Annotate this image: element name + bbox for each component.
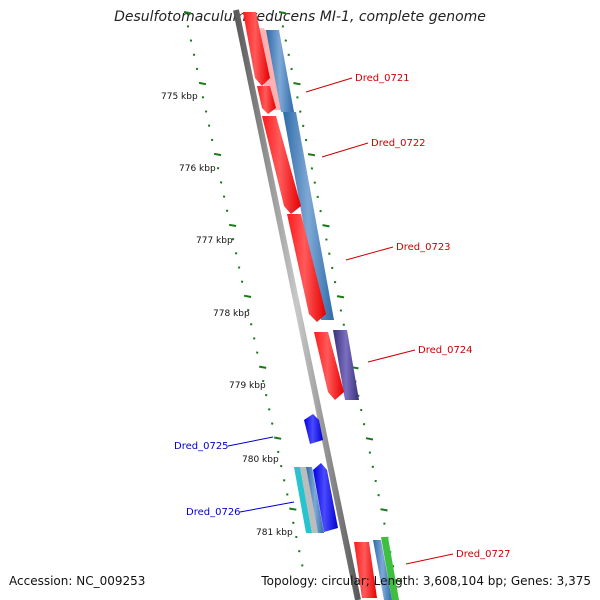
ruler-label: 780 kbp — [242, 455, 279, 465]
ruler-label: 777 kbp — [196, 236, 233, 246]
gene-label-dred-0722: Dred_0722 — [371, 138, 426, 149]
leader-line — [305, 77, 353, 93]
ruler-tick — [380, 508, 388, 512]
leader-line — [345, 246, 394, 261]
feature-bar — [266, 30, 294, 112]
ruler-tick — [322, 224, 330, 228]
ruler-tick — [259, 365, 267, 369]
cds-arrow — [313, 463, 338, 532]
feature-bar — [294, 467, 312, 533]
leader-line — [367, 349, 416, 363]
feature-bar — [300, 467, 318, 533]
cds-arrow — [304, 414, 323, 444]
cds-arrow — [262, 116, 301, 214]
gene-label-dred-0726: Dred_0726 — [186, 507, 241, 518]
ruler-tick — [336, 295, 345, 299]
feature-bar — [373, 540, 392, 600]
ruler-label: 779 kbp — [229, 381, 266, 391]
cds-arrow — [314, 332, 344, 400]
gene-label-dred-0723: Dred_0723 — [396, 242, 451, 253]
ruler-tick — [307, 153, 316, 157]
feature-bar — [333, 330, 359, 400]
ruler-tick — [365, 437, 374, 441]
accession-text: Accession: NC_009253 — [9, 574, 146, 588]
feature-bar — [306, 467, 324, 533]
gene-label-dred-0724: Dred_0724 — [418, 345, 473, 356]
cds-arrow — [287, 214, 326, 322]
leader-line — [321, 142, 369, 158]
feature-bar — [381, 537, 399, 600]
ruler-tick — [274, 436, 282, 440]
summary-text: Topology: circular; Length: 3,608,104 bp… — [261, 574, 591, 588]
ruler-label: 778 kbp — [213, 309, 250, 319]
ruler-label: 775 kbp — [161, 92, 198, 102]
cds-forward-track — [243, 12, 377, 598]
map-title: Desulfotomaculum reducens MI-1, complete… — [114, 9, 486, 25]
leader-line — [227, 436, 274, 447]
ruler-tick — [293, 82, 301, 86]
ruler-tick — [213, 152, 222, 157]
gene-label-dred-0725: Dred_0725 — [174, 441, 229, 452]
feature-bar — [283, 112, 334, 320]
ruler-label: 781 kbp — [256, 528, 293, 538]
ruler-tick — [183, 11, 192, 15]
ruler-label: 776 kbp — [179, 164, 216, 174]
feature-track — [252, 28, 399, 600]
ruler-tick — [278, 11, 287, 15]
gene-label-dred-0727: Dred_0727 — [456, 549, 511, 560]
ruler-tick — [243, 294, 252, 298]
leader-line — [239, 501, 295, 513]
gene-labels: Dred_0721 Dred_0722 Dred_0723 Dred_0724 … — [174, 73, 511, 565]
ruler-ticks-inner — [183, 11, 304, 567]
gene-label-dred-0721: Dred_0721 — [355, 73, 410, 84]
cds-arrow — [354, 542, 377, 598]
cds-arrow — [257, 86, 276, 114]
ruler-tick — [289, 507, 297, 511]
cds-reverse-track — [304, 414, 338, 532]
cds-arrow — [243, 12, 270, 86]
ruler-tick — [394, 579, 403, 583]
leader-line — [405, 553, 454, 565]
ruler-tick — [198, 81, 207, 86]
ruler-tick — [228, 223, 237, 227]
ruler-labels: 775 kbp 776 kbp 777 kbp 778 kbp 779 kbp … — [161, 92, 293, 538]
backbone — [233, 9, 361, 600]
